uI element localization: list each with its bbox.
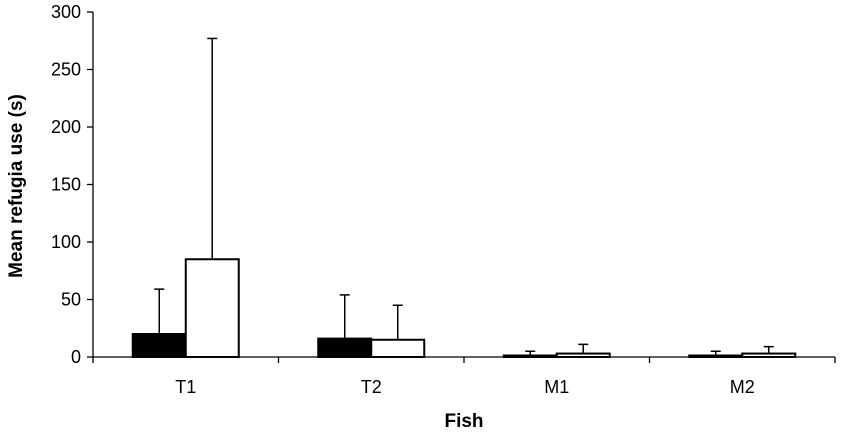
- bar-t1-series-2: [184, 258, 240, 358]
- bar-t2-series-2: [370, 338, 426, 358]
- y-tick-label-300: 300: [51, 2, 81, 22]
- y-tick-label-200: 200: [51, 117, 81, 137]
- y-axis-title: Mean refugia use (s): [6, 94, 27, 278]
- x-tick-label-m1: M1: [544, 377, 569, 397]
- y-tick-label-150: 150: [51, 175, 81, 195]
- x-tick-label-m2: M2: [730, 377, 755, 397]
- y-tick-label-0: 0: [71, 347, 81, 367]
- error-bars-layer: [154, 37, 774, 356]
- bar-t1-series-1: [131, 333, 187, 358]
- axes-layer: [87, 11, 836, 363]
- tick-labels-layer: 0 50 100 150 200 250 300 T1 T2 M1 M2: [51, 2, 755, 397]
- y-tick-label-50: 50: [61, 290, 81, 310]
- y-tick-label-250: 250: [51, 60, 81, 80]
- x-tick-label-t1: T1: [175, 377, 196, 397]
- bars-layer: [131, 258, 797, 359]
- x-tick-label-t2: T2: [361, 377, 382, 397]
- x-axis-title: Fish: [444, 411, 483, 432]
- bar-t2-series-1: [317, 337, 373, 359]
- y-tick-label-100: 100: [51, 232, 81, 252]
